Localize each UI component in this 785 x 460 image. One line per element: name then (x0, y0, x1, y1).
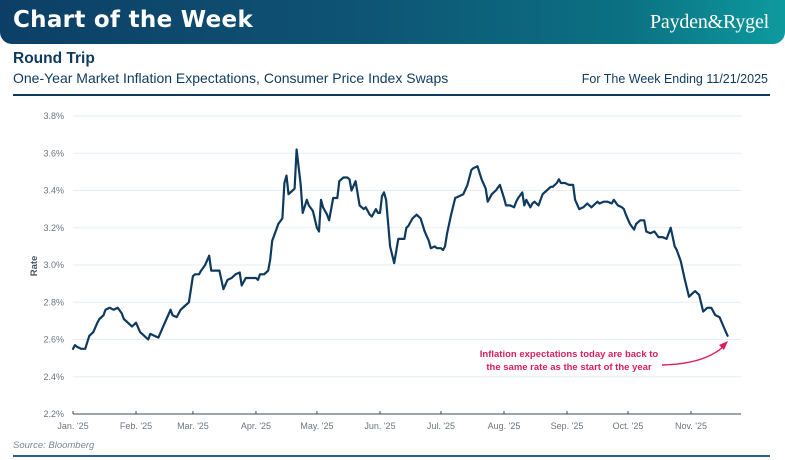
annotation-arrowhead-icon (719, 341, 728, 350)
y-tick-label: 2.2% (43, 409, 64, 419)
x-tick-label: Jan. '25 (57, 421, 88, 431)
annotation-line-1: Inflation expectations today are back to (480, 349, 659, 360)
footer-divider (13, 455, 770, 457)
x-axis: Jan. '25 Feb. '25 Mar. '25 Apr. '25 May. '25… (57, 411, 741, 431)
y-tick-label: 3.2% (43, 223, 64, 233)
header-divider (13, 94, 770, 96)
x-tick-label: Jul. '25 (427, 421, 455, 431)
x-tick-label: Sep. '25 (551, 421, 584, 431)
y-axis-label: Rate (29, 256, 40, 277)
y-tick-label: 3.8% (43, 111, 64, 121)
week-ending: For The Week Ending 11/21/2025 (581, 72, 768, 86)
chart-title: Round Trip (13, 50, 95, 67)
y-tick-label: 3.4% (43, 186, 64, 196)
x-tick-label: Aug. '25 (488, 421, 521, 431)
chart-subtitle: One-Year Market Inflation Expectations, … (13, 70, 449, 86)
y-tick-label: 3.0% (43, 260, 64, 270)
y-tick-label: 2.6% (43, 335, 64, 345)
banner-title: Chart of the Week (13, 7, 254, 33)
x-tick-label: Nov. '25 (675, 421, 707, 431)
source-note: Source: Bloomberg (13, 440, 95, 451)
annotation-arrow (661, 345, 725, 366)
y-tick-label: 2.8% (43, 297, 64, 307)
gridlines (73, 115, 741, 378)
x-tick-label: Mar. '25 (177, 421, 209, 431)
y-tick-label: 3.6% (43, 148, 64, 158)
x-tick-label: Jun. '25 (364, 421, 395, 431)
y-tick-label: 2.4% (43, 372, 64, 382)
annotation: Inflation expectations today are back to… (480, 341, 728, 373)
brand-logo: Payden&Rygel (649, 11, 769, 33)
x-tick-label: May. '25 (300, 421, 333, 431)
x-tick-label: Apr. '25 (241, 421, 271, 431)
x-tick-label: Feb. '25 (120, 421, 152, 431)
series-group (71, 148, 729, 350)
y-axis-ticks: 2.2% 2.4% 2.6% 2.8% 3.0% 3.2% 3.4% 3.6% 3.8% (43, 111, 64, 419)
annotation-line-2: the same rate as the start of the year (486, 362, 652, 373)
x-tick-label: Oct. '25 (613, 421, 644, 431)
header-banner: Chart of the Week Payden&Rygel (0, 0, 785, 44)
series-line (71, 148, 729, 350)
